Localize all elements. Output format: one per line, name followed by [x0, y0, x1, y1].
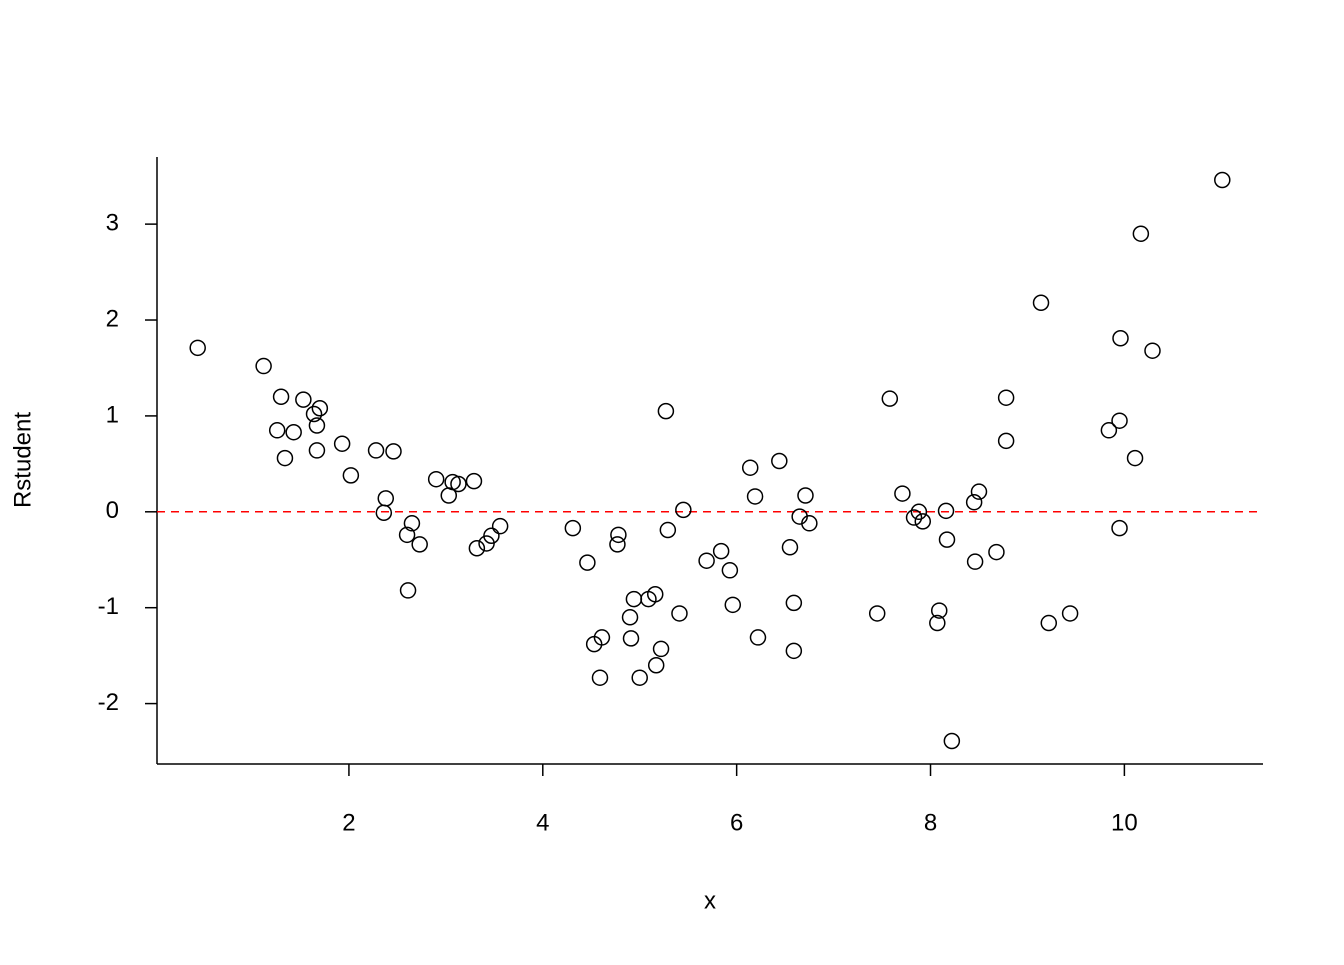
x-tick-label: 2	[342, 809, 355, 836]
point	[308, 417, 326, 434]
point	[610, 526, 627, 544]
point	[403, 515, 421, 532]
point	[625, 590, 643, 608]
y-tick-label: 3	[106, 209, 119, 236]
x-tick-label: 10	[1111, 809, 1138, 836]
point	[367, 442, 385, 459]
point	[647, 656, 665, 674]
point	[1144, 342, 1161, 359]
point	[894, 485, 911, 502]
point	[1111, 519, 1128, 537]
point	[579, 554, 596, 571]
y-tick-label: -2	[98, 689, 119, 716]
point	[1100, 422, 1118, 439]
point	[746, 488, 764, 505]
point	[609, 536, 626, 553]
point	[564, 519, 582, 537]
point	[1126, 449, 1144, 467]
point	[342, 467, 360, 484]
point	[671, 605, 688, 622]
point	[965, 493, 983, 511]
point	[465, 472, 483, 490]
point	[468, 539, 486, 557]
point	[881, 390, 899, 407]
point	[721, 562, 739, 579]
point	[311, 399, 329, 417]
point	[930, 602, 948, 619]
point	[1061, 605, 1079, 622]
point	[675, 501, 692, 519]
point	[621, 609, 639, 626]
point	[646, 586, 664, 603]
point	[398, 526, 416, 544]
point	[801, 515, 818, 532]
point	[272, 388, 290, 405]
point	[910, 503, 928, 521]
point	[377, 490, 395, 507]
point	[749, 629, 767, 646]
point	[970, 483, 988, 500]
point	[333, 435, 351, 452]
point	[1112, 329, 1129, 347]
point	[657, 402, 675, 420]
point	[385, 443, 402, 460]
point	[914, 513, 932, 530]
point	[483, 527, 500, 545]
y-tick-label: 0	[106, 497, 119, 524]
point	[712, 542, 730, 560]
point	[741, 459, 759, 476]
point	[659, 521, 677, 539]
point	[622, 630, 640, 647]
y-tick-label: 2	[106, 305, 119, 332]
point	[988, 543, 1005, 561]
point	[905, 509, 923, 526]
point	[491, 517, 509, 535]
point	[937, 502, 955, 520]
point	[631, 669, 648, 686]
point	[1032, 294, 1050, 312]
point	[771, 452, 788, 470]
point	[268, 422, 286, 439]
point	[652, 640, 670, 658]
point	[1214, 171, 1231, 189]
point	[724, 596, 742, 614]
point	[997, 389, 1015, 406]
x-axis-label: x	[704, 887, 716, 914]
point	[295, 391, 312, 408]
point	[781, 539, 799, 556]
point	[1132, 225, 1150, 242]
point	[997, 432, 1015, 450]
point	[698, 552, 715, 569]
point	[868, 605, 886, 622]
y-axis-label: Rstudent	[9, 412, 36, 508]
point	[785, 594, 803, 612]
y-tick-label: -1	[98, 593, 119, 620]
point	[276, 449, 294, 467]
point	[591, 669, 609, 686]
point	[797, 487, 814, 504]
y-tick-label: 1	[106, 401, 119, 428]
point	[308, 442, 326, 459]
point	[593, 629, 611, 646]
point	[1040, 614, 1058, 632]
point	[1111, 412, 1128, 429]
point	[255, 357, 272, 375]
point	[305, 405, 323, 423]
point	[966, 553, 984, 570]
point	[785, 642, 803, 660]
point	[411, 536, 428, 553]
x-tick-label: 8	[924, 809, 937, 836]
point	[375, 504, 393, 522]
point	[938, 531, 956, 548]
point	[427, 470, 445, 488]
x-tick-label: 4	[536, 809, 549, 836]
point	[943, 732, 961, 750]
point	[399, 582, 417, 599]
x-tick-label: 6	[730, 809, 743, 836]
point	[929, 614, 946, 632]
point	[450, 475, 467, 493]
point	[189, 339, 206, 357]
point	[285, 423, 302, 441]
